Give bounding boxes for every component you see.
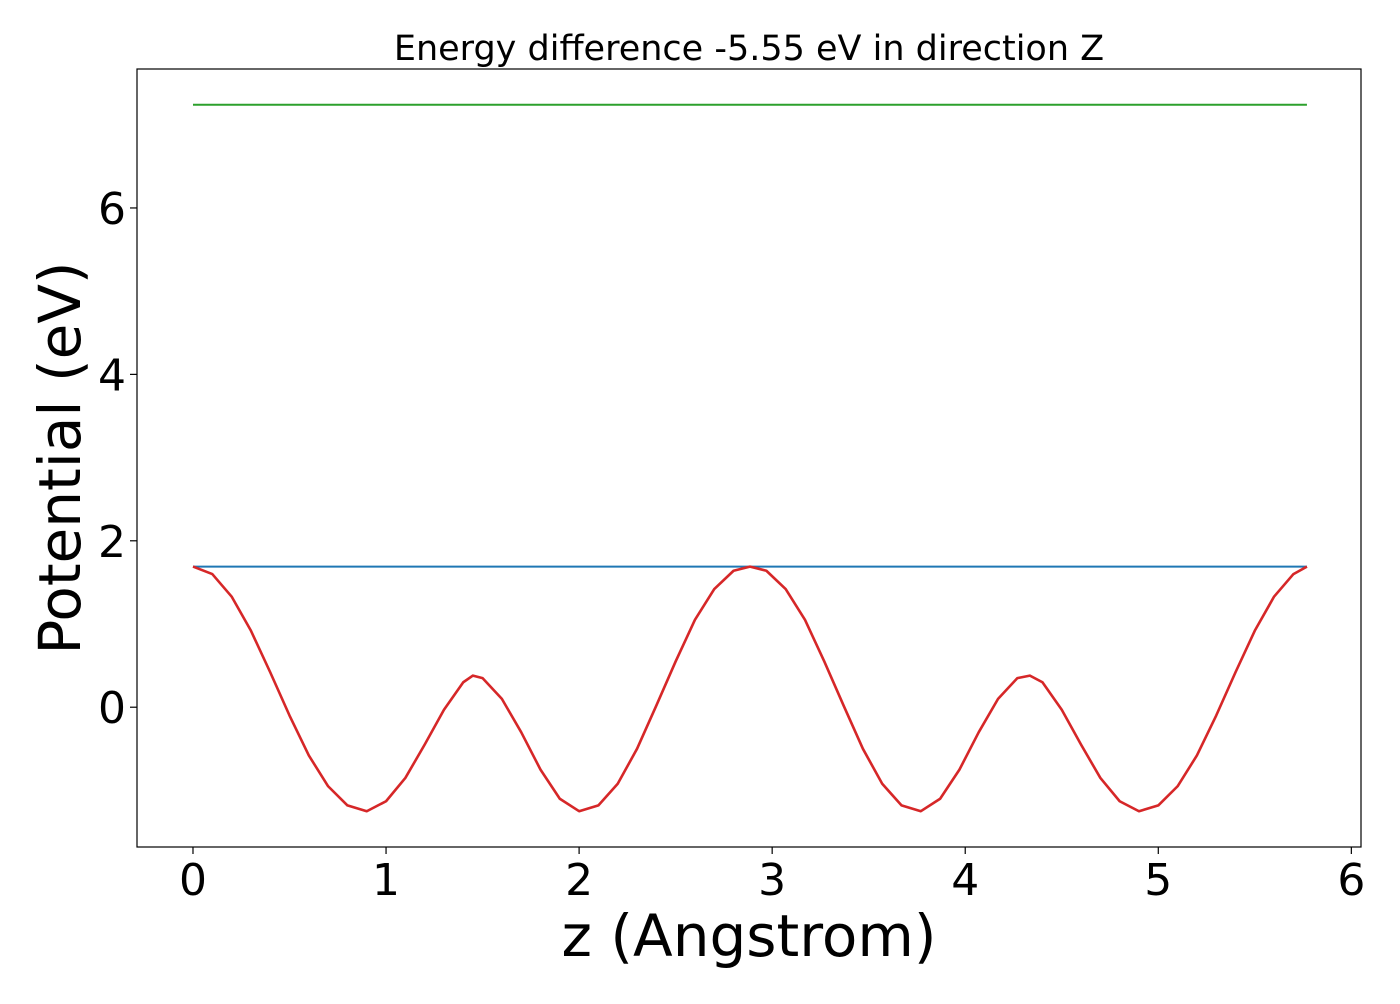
series-line-d62728 [192,565,1308,813]
x-tick-label: 1 [372,855,400,906]
plot-area [136,68,1362,848]
x-tick-label: 4 [951,855,979,906]
series-2-group [192,565,1308,813]
y-tick-label: 2 [98,517,126,568]
x-tick-label: 3 [758,855,786,906]
x-tick-label: 5 [1144,855,1172,906]
x-axis: 0 1 2 3 4 5 6 [179,847,1365,906]
x-tick-label: 6 [1337,855,1365,906]
y-tick-label: 6 [98,184,126,235]
plot-frame [136,68,1362,848]
y-axis-title: Potential (eV) [26,261,94,654]
x-axis-title: z (Angstrom) [562,902,937,970]
chart-title: Energy difference -5.55 eV in direction … [394,29,1104,69]
y-tick-label: 0 [98,683,126,734]
x-tick-label: 2 [565,855,593,906]
series-layer [192,103,1308,813]
y-tick-label: 4 [98,350,126,401]
y-axis: 0 2 4 6 [98,184,137,734]
x-tick-label: 0 [179,855,207,906]
